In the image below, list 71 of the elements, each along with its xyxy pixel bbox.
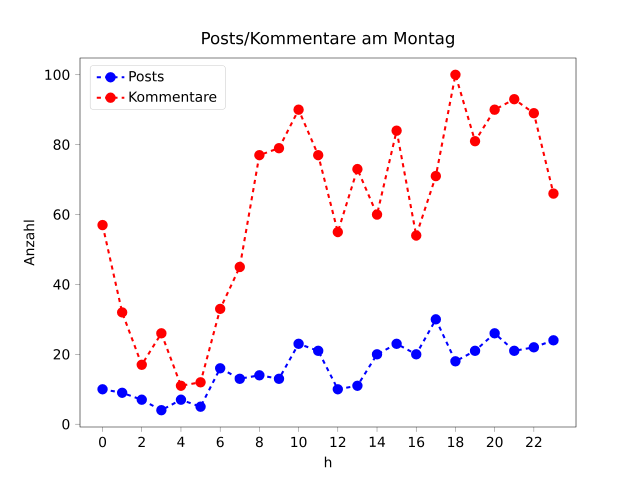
point	[274, 142, 284, 154]
point	[528, 108, 540, 118]
point	[116, 388, 128, 398]
x-tick-label: 0	[99, 436, 106, 448]
point	[234, 374, 245, 384]
point	[254, 150, 265, 160]
point	[176, 394, 186, 405]
point	[411, 230, 422, 241]
legend-label: Posts	[130, 71, 164, 82]
x-tick-label: 2	[138, 436, 145, 447]
point	[391, 125, 402, 136]
point	[430, 314, 442, 325]
point	[411, 349, 422, 360]
point	[97, 384, 108, 394]
y-tick-label: 60	[54, 209, 70, 220]
point	[332, 384, 343, 394]
x-tick-label: 10	[291, 436, 306, 448]
x-tick-label: 14	[370, 436, 386, 447]
point	[332, 226, 343, 238]
point	[352, 164, 363, 174]
legend-label: Kommentare	[130, 92, 216, 102]
point	[489, 328, 500, 339]
x-tick-label: 20	[486, 436, 503, 448]
point	[548, 188, 559, 199]
point	[372, 349, 382, 360]
x-tick-label: 18	[448, 436, 464, 448]
point	[509, 94, 520, 104]
point	[156, 405, 167, 416]
y-tick-label: 20	[54, 349, 70, 360]
chart-title: Posts/Kommentare am Montag	[202, 32, 454, 48]
x-tick-label: 6	[216, 436, 224, 448]
point	[195, 377, 206, 388]
point	[156, 328, 167, 339]
point	[136, 360, 147, 370]
point	[489, 104, 500, 115]
point	[391, 338, 402, 350]
x-tick-label: 22	[526, 436, 542, 447]
point	[313, 346, 324, 356]
point	[470, 136, 480, 146]
point	[136, 394, 147, 405]
x-tick-label: 8	[256, 436, 263, 448]
point	[528, 342, 540, 353]
y-tick-label: 100	[45, 70, 70, 80]
point	[214, 304, 226, 314]
x-tick-label: 4	[177, 436, 185, 447]
point	[293, 338, 304, 350]
point	[214, 363, 226, 374]
point	[450, 70, 461, 80]
y-tick-label: 80	[54, 139, 70, 150]
y-tick-label: 0	[62, 418, 70, 430]
point	[234, 262, 245, 272]
y-tick-label: 40	[53, 279, 70, 290]
point	[313, 150, 324, 160]
point	[450, 356, 461, 366]
point	[97, 220, 108, 230]
x-axis-title: h	[324, 456, 332, 468]
point	[548, 335, 559, 346]
x-tick-label: 12	[330, 436, 346, 447]
point	[293, 104, 304, 115]
point	[372, 209, 382, 220]
point	[176, 380, 186, 391]
point	[430, 170, 442, 182]
point	[274, 374, 284, 384]
x-tick-label: 16	[408, 436, 424, 448]
point	[509, 346, 520, 356]
point	[470, 346, 480, 356]
y-axis-title: Anzahl	[24, 220, 34, 266]
point	[352, 380, 363, 391]
point	[116, 307, 128, 318]
point	[195, 402, 206, 412]
point	[254, 370, 265, 380]
